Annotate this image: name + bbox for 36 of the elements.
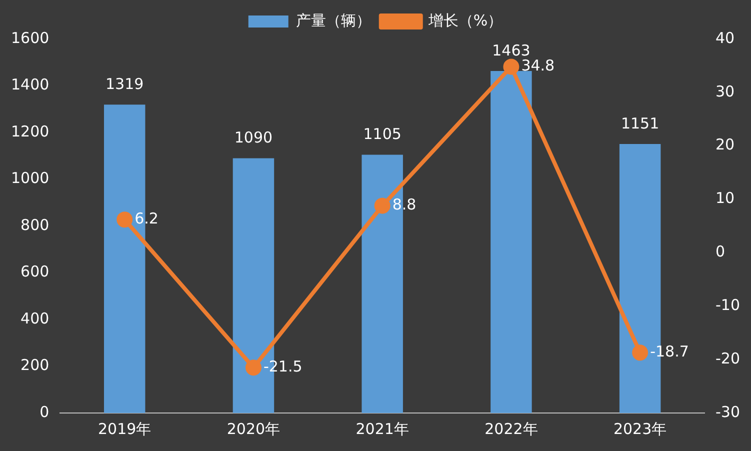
- point: [632, 344, 648, 361]
- y2-tick-label: 20: [716, 136, 735, 154]
- x-tick-label: 2020年: [226, 420, 280, 438]
- y2-tick-label: -20: [716, 349, 740, 368]
- y-tick-label: 1400: [10, 76, 50, 94]
- point: [503, 58, 520, 75]
- y-tick-label: 800: [20, 216, 50, 234]
- y-tick-label: 1200: [10, 122, 50, 140]
- data-label: 1463: [492, 41, 530, 60]
- data-label: 1090: [234, 128, 273, 147]
- y2-tick-label: 40: [716, 28, 735, 47]
- data-label: 34.8: [521, 56, 555, 75]
- y-tick-label: 1000: [10, 169, 50, 188]
- bar: [490, 71, 532, 413]
- y2-tick-label: 0: [716, 242, 726, 261]
- y-tick-label: 400: [20, 309, 50, 328]
- point: [245, 360, 262, 376]
- y-tick-label: 200: [20, 356, 50, 374]
- x-tick-label: 2019年: [98, 420, 152, 438]
- y-tick-label: 1600: [10, 28, 50, 47]
- data-label: 1151: [620, 114, 660, 132]
- y2-tick-label: 30: [716, 82, 735, 100]
- point: [116, 212, 133, 228]
- x-tick-label: 2023年: [613, 420, 667, 438]
- legend-label: 产量（辆）: [296, 11, 371, 30]
- point: [374, 198, 390, 214]
- data-label: 1319: [106, 75, 144, 94]
- x-tick-label: 2021年: [356, 420, 409, 438]
- data-label: 1105: [363, 125, 402, 144]
- y2-tick-label: 10: [716, 189, 735, 208]
- y2-tick-label: -10: [716, 296, 740, 314]
- y-tick-label: 0: [40, 402, 50, 421]
- y-tick-label: 600: [20, 262, 50, 281]
- legend-label: 增长（%）: [427, 11, 503, 30]
- x-tick-label: 2022年: [484, 420, 538, 438]
- y2-tick-label: -30: [716, 402, 740, 421]
